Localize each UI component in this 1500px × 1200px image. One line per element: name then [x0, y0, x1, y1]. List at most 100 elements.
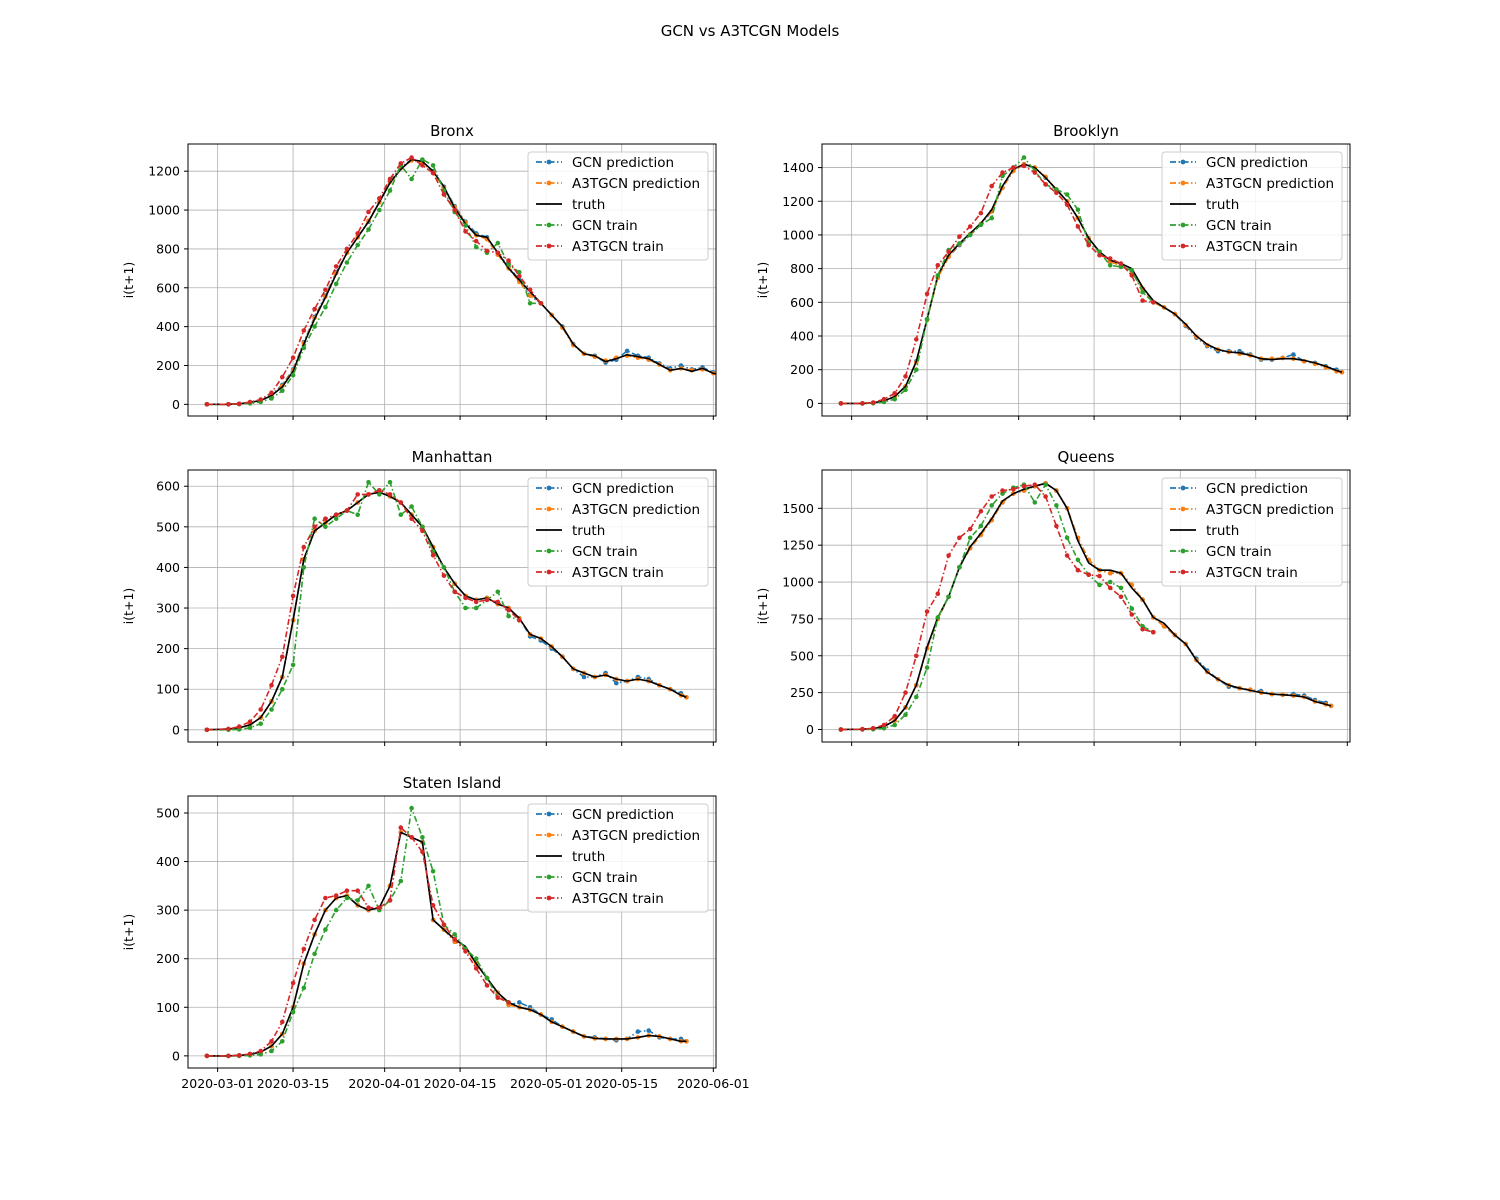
data-point	[914, 367, 919, 373]
y-tick-label: 400	[156, 319, 180, 334]
data-point	[323, 304, 328, 310]
data-point	[946, 594, 951, 600]
data-point	[452, 932, 458, 937]
data-point	[1000, 170, 1005, 175]
legend-entry-gcn-prediction: GCN prediction	[536, 807, 674, 823]
data-point	[989, 183, 994, 189]
data-point	[484, 248, 490, 254]
x-tick-label: 2020-05-15	[585, 1076, 658, 1091]
data-point	[914, 337, 919, 342]
legend-entry-gcn-prediction: GCN prediction	[536, 481, 674, 497]
data-point	[473, 244, 479, 250]
legend-entry-gcn-train: GCN train	[536, 218, 638, 234]
data-point	[398, 512, 404, 517]
legend-marker	[546, 811, 552, 817]
data-point	[269, 1048, 274, 1054]
legend-entry-gcn-prediction: GCN prediction	[536, 155, 674, 171]
data-point	[269, 396, 274, 401]
data-point	[409, 504, 414, 509]
data-point	[1129, 612, 1135, 617]
data-point	[312, 951, 317, 957]
data-point	[247, 719, 253, 724]
data-point	[838, 401, 844, 406]
data-point	[355, 242, 361, 248]
data-point	[1054, 187, 1059, 192]
legend-entry-gcn-train: GCN train	[1170, 544, 1272, 560]
x-tick-label: 2020-03-15	[257, 1076, 330, 1091]
data-point	[355, 512, 361, 517]
data-point	[957, 535, 962, 541]
x-tick-label: 2020-04-15	[424, 1076, 497, 1091]
y-tick-label: 0	[806, 396, 814, 411]
data-point	[924, 609, 930, 614]
data-point	[344, 895, 350, 901]
y-tick-label: 1000	[782, 227, 814, 242]
data-point	[1011, 165, 1016, 170]
legend-label: A3TGCN prediction	[572, 828, 700, 844]
data-point	[452, 207, 458, 213]
legend-marker	[1180, 159, 1186, 165]
y-tick-label: 300	[156, 601, 180, 616]
data-point	[517, 1000, 522, 1005]
data-point	[1086, 242, 1091, 248]
data-point	[377, 905, 382, 910]
data-point	[892, 713, 897, 719]
data-point	[946, 553, 951, 558]
data-point	[978, 509, 984, 514]
data-point	[236, 724, 242, 729]
data-point	[344, 888, 350, 893]
data-point	[312, 524, 317, 530]
data-point	[323, 895, 328, 901]
legend-label: A3TGCN prediction	[1206, 502, 1334, 518]
y-tick-label: 0	[172, 1048, 180, 1063]
subplot-bronx: 0 200 400 600 800 1000 1200 Bronx i(t+1) GCN pred…	[121, 122, 717, 420]
series-line	[206, 489, 520, 731]
legend-label: GCN train	[572, 218, 638, 234]
data-point	[312, 306, 317, 312]
data-point	[495, 995, 501, 1000]
x-tick-label: 2020-05-01	[510, 1076, 583, 1091]
data-point	[290, 980, 296, 986]
legend-label: A3TGCN train	[572, 891, 664, 907]
data-point	[280, 388, 285, 394]
y-tick-label: 800	[156, 241, 180, 256]
data-point	[1118, 264, 1124, 270]
data-point	[333, 264, 339, 269]
y-tick-label: 300	[156, 903, 180, 918]
data-point	[881, 722, 887, 728]
y-axis-label: i(t+1)	[755, 588, 770, 625]
subplot-manhattan: 0 100 200 300 400 500 600 Manhattan i(t+1) GCN pr…	[121, 448, 717, 746]
series-truth	[840, 482, 1332, 731]
axes-frame	[821, 143, 1351, 417]
y-tick-label: 1400	[782, 160, 814, 175]
data-point	[452, 589, 458, 595]
data-point	[452, 937, 458, 942]
data-point	[1011, 486, 1016, 492]
y-tick-label: 0	[172, 722, 180, 737]
legend-marker	[546, 243, 552, 249]
data-point	[506, 607, 511, 613]
series-line	[206, 807, 509, 1057]
data-point	[301, 946, 307, 952]
data-point	[924, 316, 930, 322]
data-point	[247, 725, 253, 731]
data-point	[989, 494, 994, 499]
legend-box	[1161, 151, 1343, 261]
data-point	[290, 355, 296, 361]
y-tick-label: 0	[806, 722, 814, 737]
y-tick-label: 600	[156, 280, 180, 295]
data-point	[860, 401, 865, 406]
subplot-title: Manhattan	[412, 448, 493, 466]
data-point	[323, 287, 328, 293]
data-point	[204, 402, 210, 407]
data-point	[398, 161, 404, 166]
data-point	[398, 878, 404, 884]
data-point	[614, 680, 619, 686]
data-point	[914, 653, 919, 659]
legend-label: GCN prediction	[1206, 155, 1308, 171]
subplot-title: Bronx	[430, 122, 474, 140]
data-point	[441, 565, 447, 570]
data-point	[978, 210, 984, 216]
data-point	[463, 229, 468, 234]
